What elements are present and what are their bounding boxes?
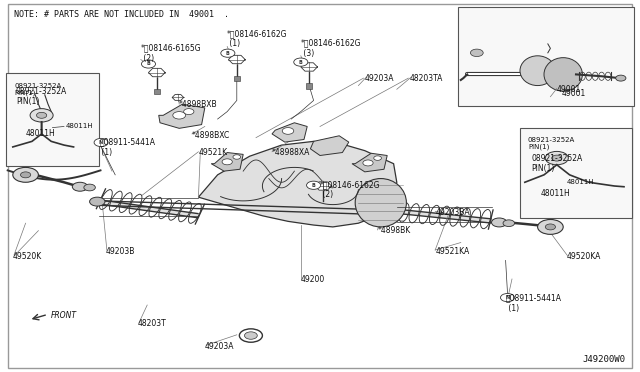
Text: FRONT: FRONT xyxy=(51,311,77,320)
Polygon shape xyxy=(310,136,349,155)
Circle shape xyxy=(500,294,515,302)
Circle shape xyxy=(173,112,186,119)
Text: PIN(1): PIN(1) xyxy=(14,89,35,96)
Text: *Ⓒ08146-6162G
 (3): *Ⓒ08146-6162G (3) xyxy=(301,38,362,58)
Text: *Ⓒ08146-6162G
 (2): *Ⓒ08146-6162G (2) xyxy=(320,180,381,199)
Circle shape xyxy=(374,156,381,160)
Circle shape xyxy=(545,224,556,230)
Circle shape xyxy=(239,329,262,342)
Bar xyxy=(306,83,312,89)
Bar xyxy=(234,76,240,81)
Circle shape xyxy=(233,155,241,159)
Text: ⒠08911-5441A
 (1): ⒠08911-5441A (1) xyxy=(99,137,155,157)
Circle shape xyxy=(294,58,308,66)
Circle shape xyxy=(20,172,31,178)
Ellipse shape xyxy=(355,179,406,227)
Circle shape xyxy=(503,220,515,227)
Polygon shape xyxy=(211,153,243,171)
Text: 08921-3252A: 08921-3252A xyxy=(528,137,575,143)
Polygon shape xyxy=(315,182,332,190)
Text: 49520K: 49520K xyxy=(13,252,42,261)
Text: 08921-3252A: 08921-3252A xyxy=(14,83,61,89)
Polygon shape xyxy=(352,153,387,172)
Circle shape xyxy=(244,332,257,339)
Polygon shape xyxy=(148,68,165,77)
Text: 49001: 49001 xyxy=(562,89,586,98)
Circle shape xyxy=(282,128,294,134)
Text: 49001: 49001 xyxy=(557,85,581,94)
Circle shape xyxy=(184,109,194,115)
FancyBboxPatch shape xyxy=(458,7,634,106)
Text: N: N xyxy=(506,295,509,300)
Circle shape xyxy=(552,155,562,161)
Circle shape xyxy=(538,219,563,234)
Text: 48011H: 48011H xyxy=(26,129,55,138)
FancyBboxPatch shape xyxy=(6,73,99,166)
Polygon shape xyxy=(159,104,205,128)
Circle shape xyxy=(222,159,232,165)
Polygon shape xyxy=(228,55,245,64)
Circle shape xyxy=(616,75,626,81)
Polygon shape xyxy=(272,123,307,142)
Circle shape xyxy=(13,167,38,182)
Text: *Ⓒ08146-6165G
 (2): *Ⓒ08146-6165G (2) xyxy=(141,44,202,63)
Text: *Ⓒ08146-6162G
 (1): *Ⓒ08146-6162G (1) xyxy=(227,29,288,48)
Text: J49200W0: J49200W0 xyxy=(583,355,626,364)
Circle shape xyxy=(492,218,507,227)
Polygon shape xyxy=(172,94,184,100)
Text: 48203T: 48203T xyxy=(138,319,166,328)
Circle shape xyxy=(545,151,568,165)
FancyBboxPatch shape xyxy=(520,128,632,218)
Circle shape xyxy=(94,138,108,147)
Text: N: N xyxy=(99,140,103,145)
Text: 49203A: 49203A xyxy=(365,74,394,83)
Text: 49203B: 49203B xyxy=(106,247,135,256)
Text: ⒠08911-5441A
 (1): ⒠08911-5441A (1) xyxy=(506,294,562,313)
Text: B: B xyxy=(147,61,150,67)
Text: B: B xyxy=(312,183,316,188)
Text: *4898BXC: *4898BXC xyxy=(192,131,230,140)
Circle shape xyxy=(90,197,105,206)
Text: 48011H: 48011H xyxy=(541,189,570,198)
Text: 48011H: 48011H xyxy=(65,124,93,129)
Circle shape xyxy=(470,49,483,57)
Polygon shape xyxy=(301,63,317,71)
Text: *48988XA: *48988XA xyxy=(272,148,310,157)
Text: B: B xyxy=(299,60,303,65)
Circle shape xyxy=(363,160,373,166)
Circle shape xyxy=(72,182,88,191)
Text: 49520KA: 49520KA xyxy=(566,252,601,261)
Text: 08921-3252A
PIN(1): 08921-3252A PIN(1) xyxy=(16,87,67,106)
Circle shape xyxy=(307,181,321,189)
Bar xyxy=(154,89,160,94)
Ellipse shape xyxy=(520,56,556,86)
Text: *4898BK: *4898BK xyxy=(378,226,411,235)
Text: 48011H: 48011H xyxy=(567,179,595,185)
Circle shape xyxy=(84,184,95,191)
Text: B: B xyxy=(226,51,230,56)
Circle shape xyxy=(36,112,47,118)
Text: PIN(1): PIN(1) xyxy=(528,144,549,150)
Text: NOTE: # PARTS ARE NOT INCLUDED IN  49001  .: NOTE: # PARTS ARE NOT INCLUDED IN 49001 … xyxy=(14,10,229,19)
Polygon shape xyxy=(198,141,397,227)
Text: 48203TA: 48203TA xyxy=(410,74,443,83)
Circle shape xyxy=(221,49,235,57)
Text: 49521K: 49521K xyxy=(198,148,228,157)
Text: 49203BA: 49203BA xyxy=(435,208,470,217)
Circle shape xyxy=(30,109,53,122)
Text: 49203A: 49203A xyxy=(205,342,234,351)
Text: *4898BXB: *4898BXB xyxy=(179,100,218,109)
Circle shape xyxy=(141,60,156,68)
Text: 49521KA: 49521KA xyxy=(435,247,470,256)
Text: 49200: 49200 xyxy=(301,275,325,284)
Ellipse shape xyxy=(544,58,582,91)
Text: 08921-3252A
PIN(1): 08921-3252A PIN(1) xyxy=(531,154,582,173)
